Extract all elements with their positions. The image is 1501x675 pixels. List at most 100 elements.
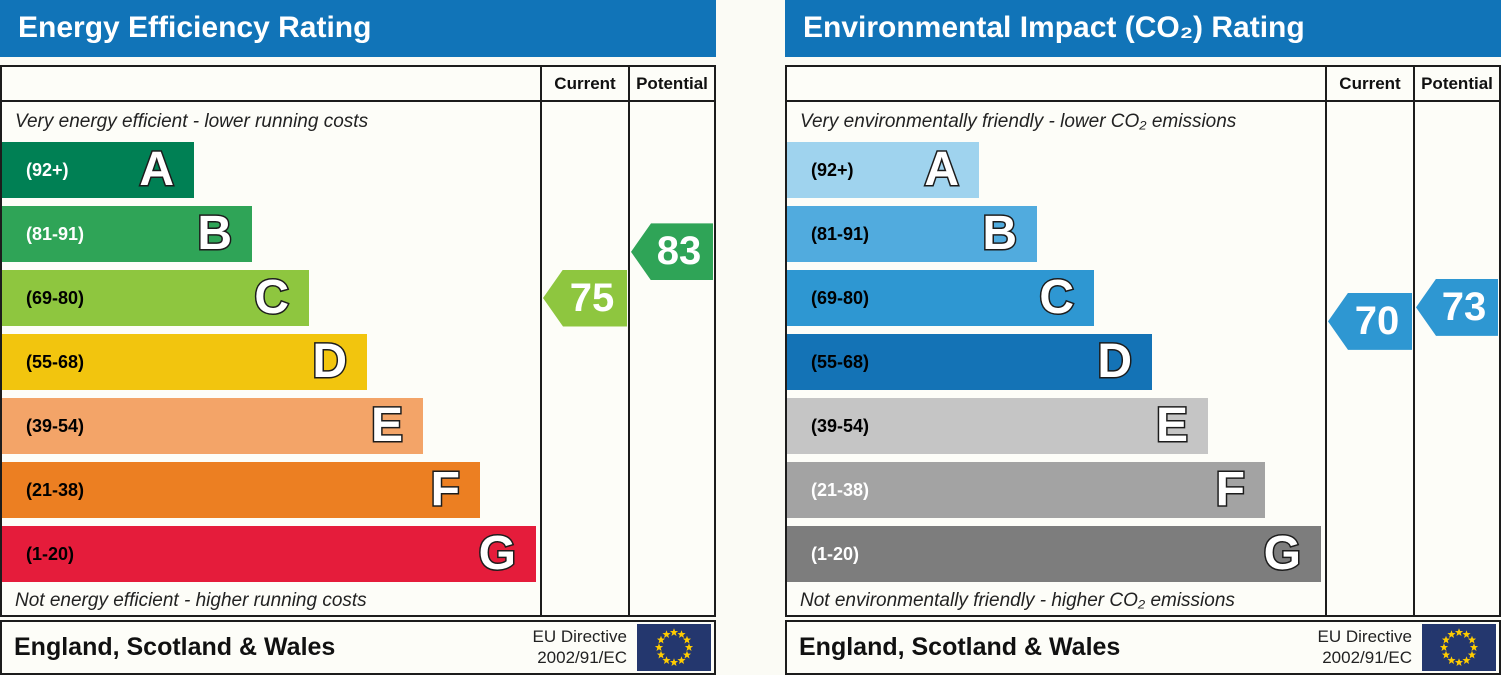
band-letter: G [1262, 527, 1302, 580]
region-label: England, Scotland & Wales [14, 633, 336, 661]
eu-flag-star [1441, 635, 1451, 644]
chart-title: Environmental Impact (CO₂) Rating [785, 0, 1501, 57]
eu-flag-star [677, 656, 686, 664]
current-column-header: Current [1339, 74, 1401, 93]
potential-rating-arrow: 73 [1416, 278, 1498, 336]
band-range-label: (69-80) [811, 287, 870, 308]
eu-flag-star [656, 635, 666, 644]
top-caption: Very environmentally friendly - lower CO… [800, 111, 1237, 132]
top-caption: Very energy efficient - lower running co… [15, 111, 369, 132]
current-rating-arrow: 70 [1328, 292, 1412, 350]
band-range-label: (39-54) [26, 415, 85, 436]
rating-table: Current Potential Very energy efficient … [0, 65, 716, 617]
band-letter: D [311, 335, 349, 388]
band-letter: F [1214, 463, 1246, 516]
eu-flag-star [1467, 635, 1477, 644]
chart-footer: England, Scotland & Wales EU Directive 2… [0, 620, 716, 675]
eu-flag-star [684, 643, 694, 651]
eu-flag-icon [637, 624, 711, 671]
band-range-label: (92+) [26, 159, 69, 180]
band-letter: B [981, 207, 1019, 260]
eu-flag-icon [1422, 624, 1496, 671]
band-range-label: (1-20) [811, 543, 860, 564]
band-range-label: (21-38) [26, 479, 85, 500]
band-range-label: (1-20) [26, 543, 75, 564]
eu-flag-star [1462, 630, 1471, 638]
eu-directive-line2: 2002/91/EC [1322, 647, 1412, 667]
band-range-label: (55-68) [811, 351, 870, 372]
band-range-label: (55-68) [26, 351, 85, 372]
eu-flag-star [662, 630, 671, 638]
eu-flag-star [682, 635, 692, 644]
band-range-label: (21-38) [811, 479, 870, 500]
column-divider [1413, 67, 1415, 615]
eu-flag-star [1462, 656, 1471, 664]
band-d: (55-68) D [787, 334, 1152, 390]
column-divider [628, 67, 630, 615]
potential-column-header: Potential [636, 74, 708, 93]
region-label: England, Scotland & Wales [799, 633, 1121, 661]
eu-flag-star [669, 628, 679, 636]
eu-flag-star [1469, 643, 1479, 651]
band-letter: F [429, 463, 461, 516]
eu-flag-star [662, 656, 671, 664]
energy-efficiency-chart: Energy Efficiency Rating Current Potenti… [0, 0, 716, 675]
eu-flag-star [677, 630, 686, 638]
band-letter: A [923, 143, 961, 196]
bottom-caption: Not environmentally friendly - higher CO… [800, 590, 1235, 611]
column-divider [540, 67, 542, 615]
environmental-impact-chart: Environmental Impact (CO₂) Rating Curren… [785, 0, 1501, 675]
current-rating-value: 70 [1354, 298, 1400, 343]
band-c: (69-80) C [2, 270, 309, 326]
eu-flag-star [1441, 650, 1451, 659]
band-range-label: (92+) [811, 159, 854, 180]
potential-rating-arrow: 83 [631, 223, 713, 281]
table-header-row: Current Potential [787, 67, 1499, 102]
band-range-label: (81-91) [26, 223, 85, 244]
band-g: (1-20) G [787, 526, 1321, 582]
band-letter: D [1096, 335, 1134, 388]
band-letter: E [369, 399, 404, 452]
band-range-label: (39-54) [811, 415, 870, 436]
band-b: (81-91) B [2, 206, 252, 262]
eu-flag-star [654, 643, 664, 651]
eu-flag-star [1439, 643, 1449, 651]
eu-flag-star [1454, 658, 1464, 666]
potential-rating-value: 83 [656, 229, 702, 274]
table-header-row: Current Potential [2, 67, 714, 102]
eu-directive-line1: EU Directive [532, 627, 627, 647]
band-letter: A [138, 143, 176, 196]
band-e: (39-54) E [2, 398, 423, 454]
eu-directive-line2: 2002/91/EC [537, 647, 627, 667]
band-f: (21-38) F [787, 462, 1265, 518]
column-divider [1325, 67, 1327, 615]
band-e: (39-54) E [787, 398, 1208, 454]
eu-directive-line1: EU Directive [1317, 627, 1412, 647]
band-d: (55-68) D [2, 334, 367, 390]
band-f: (21-38) F [2, 462, 480, 518]
band-letter: C [1038, 271, 1076, 324]
eu-directive-label: EU Directive 2002/91/EC [1318, 627, 1412, 668]
eu-flag-star [1467, 650, 1477, 659]
band-letter: C [253, 271, 291, 324]
chart-footer: England, Scotland & Wales EU Directive 2… [785, 620, 1501, 675]
eu-flag-star [1447, 630, 1456, 638]
current-column-header: Current [554, 74, 616, 93]
eu-flag-star [656, 650, 666, 659]
chart-title: Energy Efficiency Rating [0, 0, 716, 57]
current-rating-arrow: 75 [543, 269, 627, 327]
eu-flag-star [669, 658, 679, 666]
eu-directive-label: EU Directive 2002/91/EC [533, 627, 627, 668]
band-a: (92+) A [2, 142, 194, 198]
band-letter: B [196, 207, 234, 260]
band-b: (81-91) B [787, 206, 1037, 262]
eu-flag-star [1454, 628, 1464, 636]
current-rating-value: 75 [569, 275, 615, 320]
band-c: (69-80) C [787, 270, 1094, 326]
band-range-label: (81-91) [811, 223, 870, 244]
band-letter: G [477, 527, 517, 580]
rating-table: Current Potential Very environmentally f… [785, 65, 1501, 617]
band-letter: E [1154, 399, 1189, 452]
band-g: (1-20) G [2, 526, 536, 582]
